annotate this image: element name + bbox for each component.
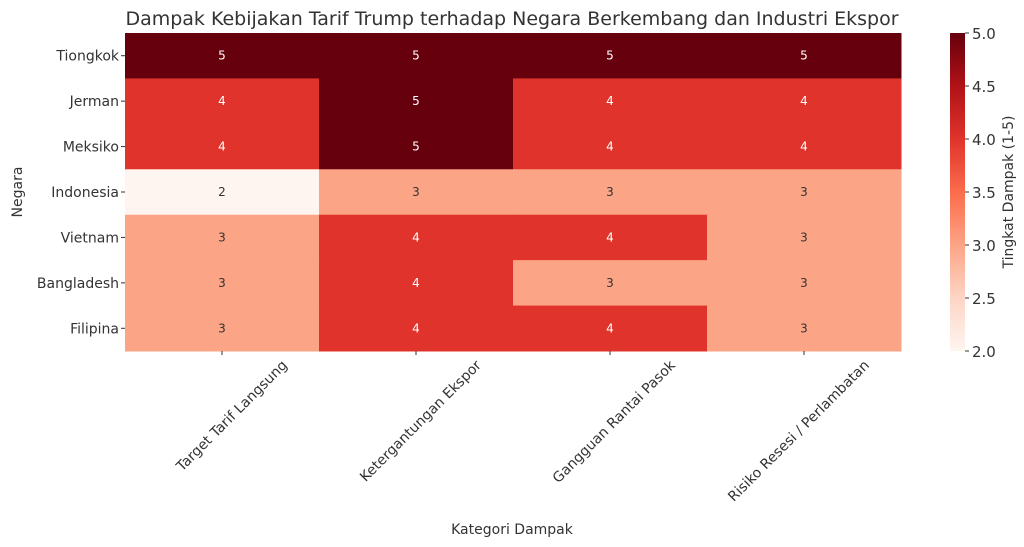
cell-value-label: 3 <box>412 185 420 199</box>
colorbar-tick-label: 4.5 <box>972 78 996 96</box>
y-tick-label-vietnam: Vietnam <box>61 230 119 246</box>
heatmap-cell <box>513 123 708 170</box>
colorbar-ticks: 2.0 2.5 3.0 3.5 4.0 4.5 5.0 <box>965 25 996 361</box>
cell-value-label: 5 <box>412 49 420 63</box>
cell-value-label: 4 <box>606 230 614 244</box>
heatmap-cell <box>125 123 320 170</box>
y-tick-label-filipina: Filipina <box>70 321 119 337</box>
heatmap-cell <box>125 305 320 352</box>
colorbar-tick-label: 2.0 <box>972 343 996 361</box>
heatmap-cell <box>513 169 708 216</box>
cell-value-label: 4 <box>800 94 808 108</box>
heatmap-cell <box>125 33 320 79</box>
heatmap-cell <box>707 78 902 125</box>
cell-value-label: 3 <box>218 276 226 290</box>
cell-value-label: 5 <box>800 49 808 63</box>
heatmap-cell <box>125 169 320 216</box>
heatmap-cells <box>125 33 902 352</box>
cell-value-label: 3 <box>218 230 226 244</box>
y-tick-label-meksiko: Meksiko <box>63 140 119 156</box>
chart-title: Dampak Kebijakan Tarif Trump terhadap Ne… <box>125 8 898 30</box>
heatmap-cell <box>707 260 902 307</box>
heatmap-cell <box>319 305 514 352</box>
x-axis-label: Kategori Dampak <box>451 522 574 538</box>
heatmap-cell <box>319 123 514 170</box>
colorbar-tick-label: 2.5 <box>972 290 996 308</box>
cell-value-label: 4 <box>412 276 420 290</box>
cell-value-label: 4 <box>218 140 226 154</box>
cell-value-label: 4 <box>412 230 420 244</box>
x-tick-label-ketergantungan-ekspor: Ketergantungan Ekspor <box>357 357 485 485</box>
colorbar-tick-label: 3.5 <box>972 184 996 202</box>
colorbar-tick-label: 5.0 <box>972 25 996 43</box>
cell-annotations: 5 5 5 5 4 5 4 4 4 5 4 4 2 3 3 3 3 4 4 3 3 4 3 3 3 4 4 3 <box>218 49 808 336</box>
cell-value-label: 3 <box>800 321 808 335</box>
cell-value-label: 5 <box>412 94 420 108</box>
heatmap-cell <box>513 33 708 79</box>
cell-value-label: 4 <box>800 140 808 154</box>
heatmap-cell <box>707 123 902 170</box>
cell-value-label: 5 <box>412 140 420 154</box>
cell-value-label: 3 <box>606 185 614 199</box>
x-axis-ticks: Target Tarif Langsung Ketergantungan Eksp… <box>173 351 873 505</box>
heatmap-cell <box>513 214 708 261</box>
heatmap-cell <box>125 78 320 125</box>
y-tick-label-bangladesh: Bangladesh <box>37 276 119 292</box>
colorbar <box>950 33 965 351</box>
y-axis-ticks: Tiongkok Jerman Meksiko Indonesia Vietnam Ban… <box>37 49 125 337</box>
cell-value-label: 3 <box>606 276 614 290</box>
y-axis-label: Negara <box>10 167 26 218</box>
colorbar-tick-label: 4.0 <box>972 131 996 149</box>
x-tick-label-risiko-resesi-perlambatan: Risiko Resesi / Perlambatan <box>725 358 873 506</box>
cell-value-label: 2 <box>218 185 226 199</box>
cell-value-label: 4 <box>606 140 614 154</box>
cell-value-label: 4 <box>412 321 420 335</box>
heatmap-cell <box>513 260 708 307</box>
colorbar-tick-label: 3.0 <box>972 237 996 255</box>
heatmap-cell <box>513 305 708 352</box>
heatmap-cell <box>707 169 902 216</box>
cell-value-label: 3 <box>218 321 226 335</box>
cell-value-label: 5 <box>218 49 226 63</box>
heatmap-cell <box>319 78 514 125</box>
x-tick-label-gangguan-rantai-pasok: Gangguan Rantai Pasok <box>550 357 680 487</box>
heatmap-cell <box>707 33 902 79</box>
cell-value-label: 4 <box>218 94 226 108</box>
heatmap-cell <box>707 305 902 352</box>
heatmap-cell <box>513 78 708 125</box>
heatmap-cell <box>125 214 320 261</box>
x-tick-label-target-tarif-langsung: Target Tarif Langsung <box>173 358 291 476</box>
cell-value-label: 4 <box>606 94 614 108</box>
heatmap-cell <box>319 169 514 216</box>
heatmap-cell <box>707 214 902 261</box>
y-tick-label-jerman: Jerman <box>69 94 119 110</box>
cell-value-label: 4 <box>606 321 614 335</box>
heatmap-cell <box>319 33 514 79</box>
y-tick-label-indonesia: Indonesia <box>51 185 119 201</box>
colorbar-label: Tingkat Dampak (1-5) <box>1001 116 1017 270</box>
y-tick-label-tiongkok: Tiongkok <box>55 49 120 65</box>
cell-value-label: 3 <box>800 185 808 199</box>
heatmap-cell <box>125 260 320 307</box>
cell-value-label: 3 <box>800 230 808 244</box>
cell-value-label: 3 <box>800 276 808 290</box>
heatmap-cell <box>319 260 514 307</box>
cell-value-label: 5 <box>606 49 614 63</box>
heatmap-cell <box>319 214 514 261</box>
